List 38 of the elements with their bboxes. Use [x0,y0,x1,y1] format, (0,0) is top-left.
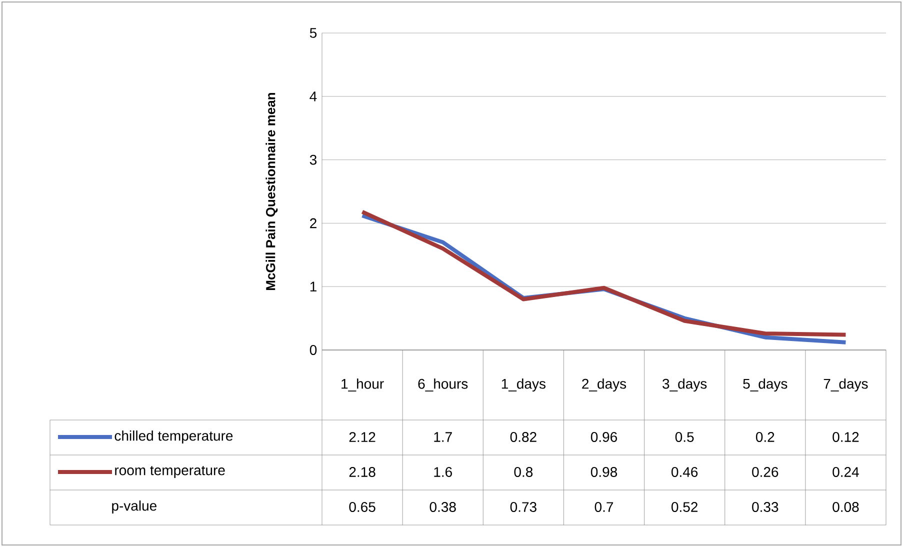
text: 0.7 [594,502,614,512]
y-tick-label: 3 [310,154,317,165]
text: 0.33 [752,502,778,512]
data-label: 0.2 [756,432,774,442]
x-tick-label: 6_hours [418,378,468,392]
data-label: 0.24 [832,467,859,477]
y-tick-label: 5 [310,28,317,38]
data-label: 2.18 [349,467,376,477]
y-tick-label: 4 [310,92,317,102]
legend-label: chilled temperature [114,430,233,444]
legend-label: room temperature [115,466,225,478]
text: 0.73 [510,502,536,512]
data-label: 0.96 [590,432,618,442]
x-tick-label: 7_days [824,378,868,392]
data-label: 0.12 [832,432,859,442]
x-tick-label: 3_days [662,378,707,392]
y-tick-label: 1 [310,282,316,292]
data-label: 0.8 [514,467,533,477]
data-label: 1.6 [434,467,452,477]
data-label: 2.12 [349,432,376,442]
x-tick-label: 1_days [502,378,546,392]
y-tick-label: 0 [310,345,317,355]
text: 0.38 [430,502,456,512]
y-tick-label: 2 [310,218,316,228]
data-label: 0.26 [752,467,778,477]
text: 0.52 [672,502,698,512]
data-label: 0.5 [675,432,694,442]
x-tick-label: 1_hour [342,378,384,392]
text: p-value [112,500,156,514]
data-label: 0.98 [590,467,618,477]
text: 0.65 [349,502,376,512]
y-axis-title: McGill Pain Questionnaire mean [266,92,278,290]
x-tick-label: 5_days [743,378,788,392]
data-label: 1.7 [434,432,452,442]
text: 0.08 [832,502,859,512]
x-tick-label: 2_days [582,378,626,392]
data-label: 0.82 [510,432,536,442]
data-label: 0.46 [672,467,698,477]
